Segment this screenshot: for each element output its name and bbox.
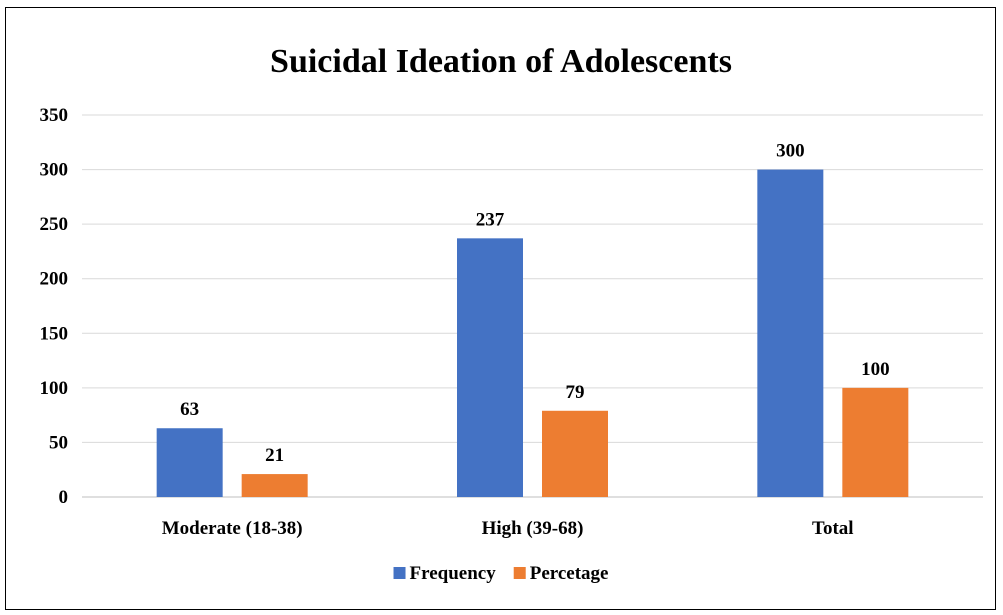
legend-label-percetage: Percetage	[530, 563, 609, 584]
y-tick-label: 150	[40, 323, 69, 344]
legend-swatch-frequency	[393, 567, 406, 579]
data-label: 63	[180, 399, 199, 420]
bar-frequency-moderate-18-38	[156, 428, 223, 497]
bar-percetage-high-39-68	[542, 410, 608, 497]
y-tick-label: 200	[40, 269, 69, 290]
x-tick-label: Total	[812, 518, 854, 539]
data-labels: 63 21 237 79 300 100	[180, 141, 889, 467]
bar-frequency-high-39-68	[457, 238, 523, 497]
data-label: 100	[861, 359, 890, 380]
chart-title: Suicidal Ideation of Adolescents	[270, 43, 732, 80]
data-label: 79	[566, 382, 585, 403]
data-label: 300	[776, 141, 805, 162]
x-tick-label: Moderate (18-38)	[162, 518, 303, 539]
x-tick-label: High (39-68)	[482, 518, 584, 539]
bar-percetage-moderate-18-38	[241, 474, 308, 497]
y-tick-label: 350	[40, 105, 69, 126]
y-tick-label: 0	[59, 487, 69, 508]
y-tick-label: 250	[40, 214, 69, 235]
legend-label-frequency: Frequency	[410, 563, 497, 584]
y-tick-label: 100	[40, 378, 69, 399]
gridlines	[82, 114, 983, 443]
data-label: 21	[265, 445, 284, 466]
axes: 0 50 100 150 200 250 300 350 Moderate (18-38) Hig…	[40, 105, 983, 539]
bar-percetage-total	[842, 387, 909, 497]
bar-frequency-total	[757, 169, 824, 498]
y-tick-label: 50	[49, 432, 68, 453]
bars	[156, 169, 909, 498]
data-label: 237	[476, 209, 505, 230]
y-tick-label: 300	[40, 160, 69, 181]
legend: Frequency Percetage	[393, 563, 609, 584]
legend-swatch-percetage	[513, 567, 526, 579]
